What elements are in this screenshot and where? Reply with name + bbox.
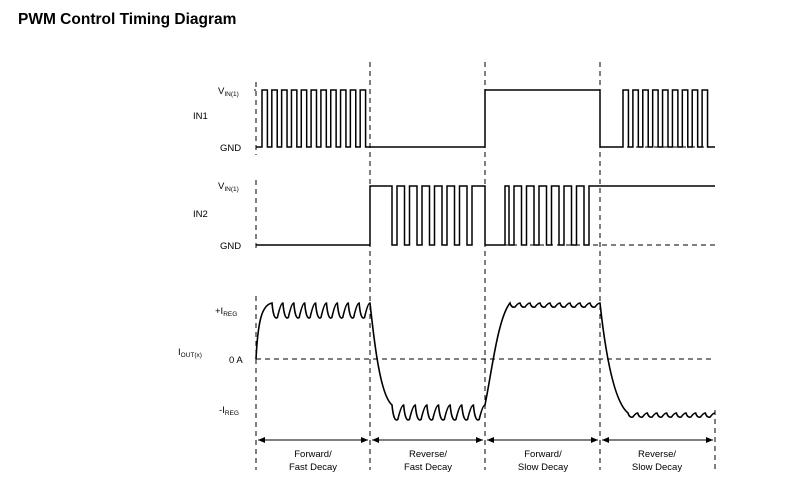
iout-neg-label: -IREG: [219, 405, 239, 417]
phase-2-line1: Reverse/: [409, 449, 447, 460]
in1-name: IN1: [193, 111, 208, 122]
phase-1-line1: Forward/: [294, 449, 332, 460]
phase-4-line1: Reverse/: [638, 449, 676, 460]
phase-3-line2: Slow Decay: [518, 462, 568, 473]
in2-high-label: VIN(1): [218, 181, 239, 193]
in1-high-label: VIN(1): [218, 86, 239, 98]
iout-name: IOUT(x): [178, 347, 202, 359]
iout-pos-label: +IREG: [215, 306, 237, 318]
phase-1-line2: Fast Decay: [289, 462, 337, 473]
in2-low-label: GND: [220, 241, 241, 252]
iout-zero-label: 0 A: [229, 355, 243, 366]
in2-waveform: [256, 185, 715, 246]
in1-waveform: [256, 89, 715, 148]
phase-4-line2: Slow Decay: [632, 462, 682, 473]
phase-labels: Forward/ Fast Decay Reverse/ Fast Decay …: [289, 449, 682, 473]
in2-name: IN2: [193, 209, 208, 220]
page-title: PWM Control Timing Diagram: [18, 11, 237, 28]
in1-low-label: GND: [220, 143, 241, 154]
phase-2-line2: Fast Decay: [404, 462, 452, 473]
iout-waveform: [255, 301, 716, 421]
phase-3-line1: Forward/: [524, 449, 562, 460]
